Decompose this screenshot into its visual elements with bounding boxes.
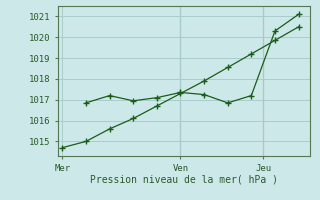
X-axis label: Pression niveau de la mer( hPa ): Pression niveau de la mer( hPa ) — [90, 174, 278, 184]
